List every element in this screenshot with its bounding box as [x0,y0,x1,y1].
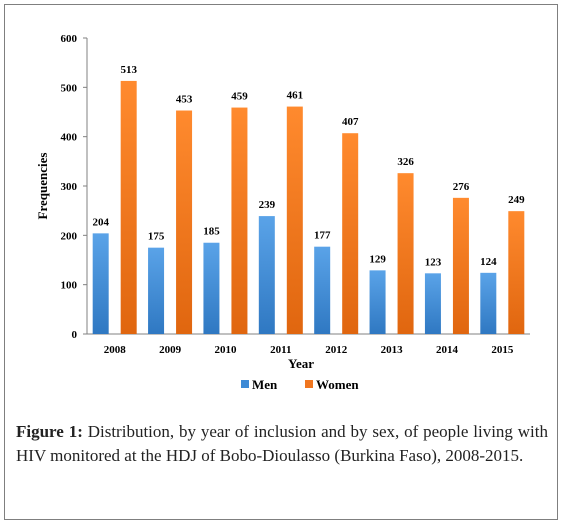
bar-men-2015 [480,272,497,334]
data-label-women-2010: 459 [231,91,248,103]
x-tick-label: 2015 [491,344,514,356]
data-label-women-2015: 249 [508,194,525,206]
y-tick-label: 200 [61,230,78,242]
bar-women-2010 [231,107,248,334]
chart-bars [92,80,525,335]
legend-label-men: Men [252,377,278,392]
data-label-women-2009: 453 [176,94,193,106]
x-tick-label: 2013 [381,344,404,356]
bar-women-2009 [176,110,193,335]
caption-label: Figure 1: [16,422,83,441]
x-tick-label: 2011 [270,344,291,356]
x-tick-label: 2012 [325,344,348,356]
bar-men-2012 [314,246,331,334]
chart-labels: 204 513 175 453 185 459 239 461 177 407 129 326 123 2… [92,64,525,268]
bar-women-2008 [120,80,137,334]
y-tick-label: 100 [61,280,78,292]
data-label-men-2011: 239 [259,199,276,211]
data-label-women-2008: 513 [120,64,137,76]
legend-label-women: Women [316,377,359,392]
data-label-women-2011: 461 [287,90,304,102]
data-label-men-2015: 124 [480,256,497,268]
data-label-women-2013: 326 [397,156,414,168]
y-tick-label: 500 [61,82,78,94]
legend-swatch-men [241,380,249,388]
data-label-men-2014: 123 [425,256,442,268]
caption-text: Distribution, by year of inclusion and b… [16,422,549,465]
bar-chart: 0 100 200 300 400 500 600 2008 2009 2010 2011 2012 2… [35,33,530,392]
y-tick-label: 600 [61,33,78,45]
x-tick-label: 2008 [104,344,127,356]
bar-men-2010 [203,242,220,334]
bar-men-2009 [148,247,165,334]
y-tick-label: 0 [72,329,78,341]
data-label-men-2010: 185 [203,226,220,238]
data-label-women-2012: 407 [342,116,359,128]
figure-caption: Figure 1: Distribution, by year of inclu… [16,420,548,467]
bar-men-2011 [258,216,275,334]
bar-women-2011 [286,106,303,334]
bar-women-2013 [397,173,414,334]
y-tick-label: 300 [61,181,78,193]
bar-men-2014 [424,273,441,334]
x-tick-label: 2014 [436,344,459,356]
x-axis-label: Year [288,356,314,371]
bar-men-2013 [369,270,386,334]
y-axis-label: Frequencies [35,153,50,220]
bar-women-2012 [342,133,359,334]
bar-women-2014 [452,197,469,334]
bar-women-2015 [508,211,525,334]
legend-swatch-women [305,380,313,388]
data-label-men-2009: 175 [148,231,165,243]
x-tick-label: 2009 [159,344,182,356]
data-label-women-2014: 276 [453,181,470,193]
x-tick-label: 2010 [214,344,237,356]
chart-legend: Men Women [241,377,359,392]
y-tick-label: 400 [61,132,78,144]
data-label-men-2013: 129 [369,253,386,265]
data-label-men-2012: 177 [314,230,331,242]
bar-men-2008 [92,233,109,334]
data-label-men-2008: 204 [92,216,109,228]
